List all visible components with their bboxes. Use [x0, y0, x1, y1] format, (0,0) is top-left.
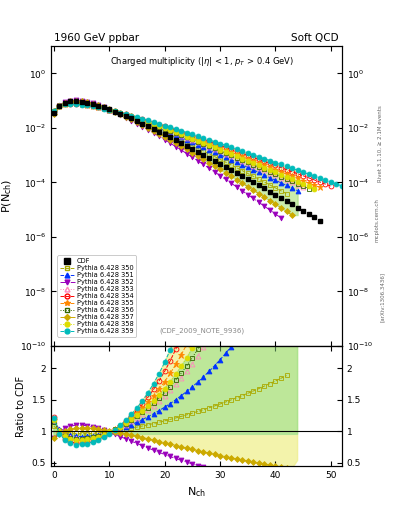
Text: 1960 GeV ppbar: 1960 GeV ppbar [54, 33, 139, 43]
Text: mcplots.cern.ch: mcplots.cern.ch [375, 198, 380, 242]
Text: Soft QCD: Soft QCD [291, 33, 339, 43]
Text: Charged multiplicity ($|\eta|$ < 1, $p_T$ > 0.4 GeV): Charged multiplicity ($|\eta|$ < 1, $p_T… [110, 55, 294, 68]
Text: [arXiv:1306.3436]: [arXiv:1306.3436] [380, 272, 384, 322]
Legend: CDF, Pythia 6.428 350, Pythia 6.428 351, Pythia 6.428 352, Pythia 6.428 353, Pyt: CDF, Pythia 6.428 350, Pythia 6.428 351,… [57, 255, 136, 336]
Y-axis label: P(N$_\mathregular{ch}$): P(N$_\mathregular{ch}$) [1, 179, 14, 213]
X-axis label: N$_\mathregular{ch}$: N$_\mathregular{ch}$ [187, 485, 206, 499]
Y-axis label: Ratio to CDF: Ratio to CDF [16, 375, 26, 437]
Text: Rivet 3.1.10, ≥ 2.1M events: Rivet 3.1.10, ≥ 2.1M events [378, 105, 383, 182]
Text: (CDF_2009_NOTE_9936): (CDF_2009_NOTE_9936) [160, 327, 245, 334]
